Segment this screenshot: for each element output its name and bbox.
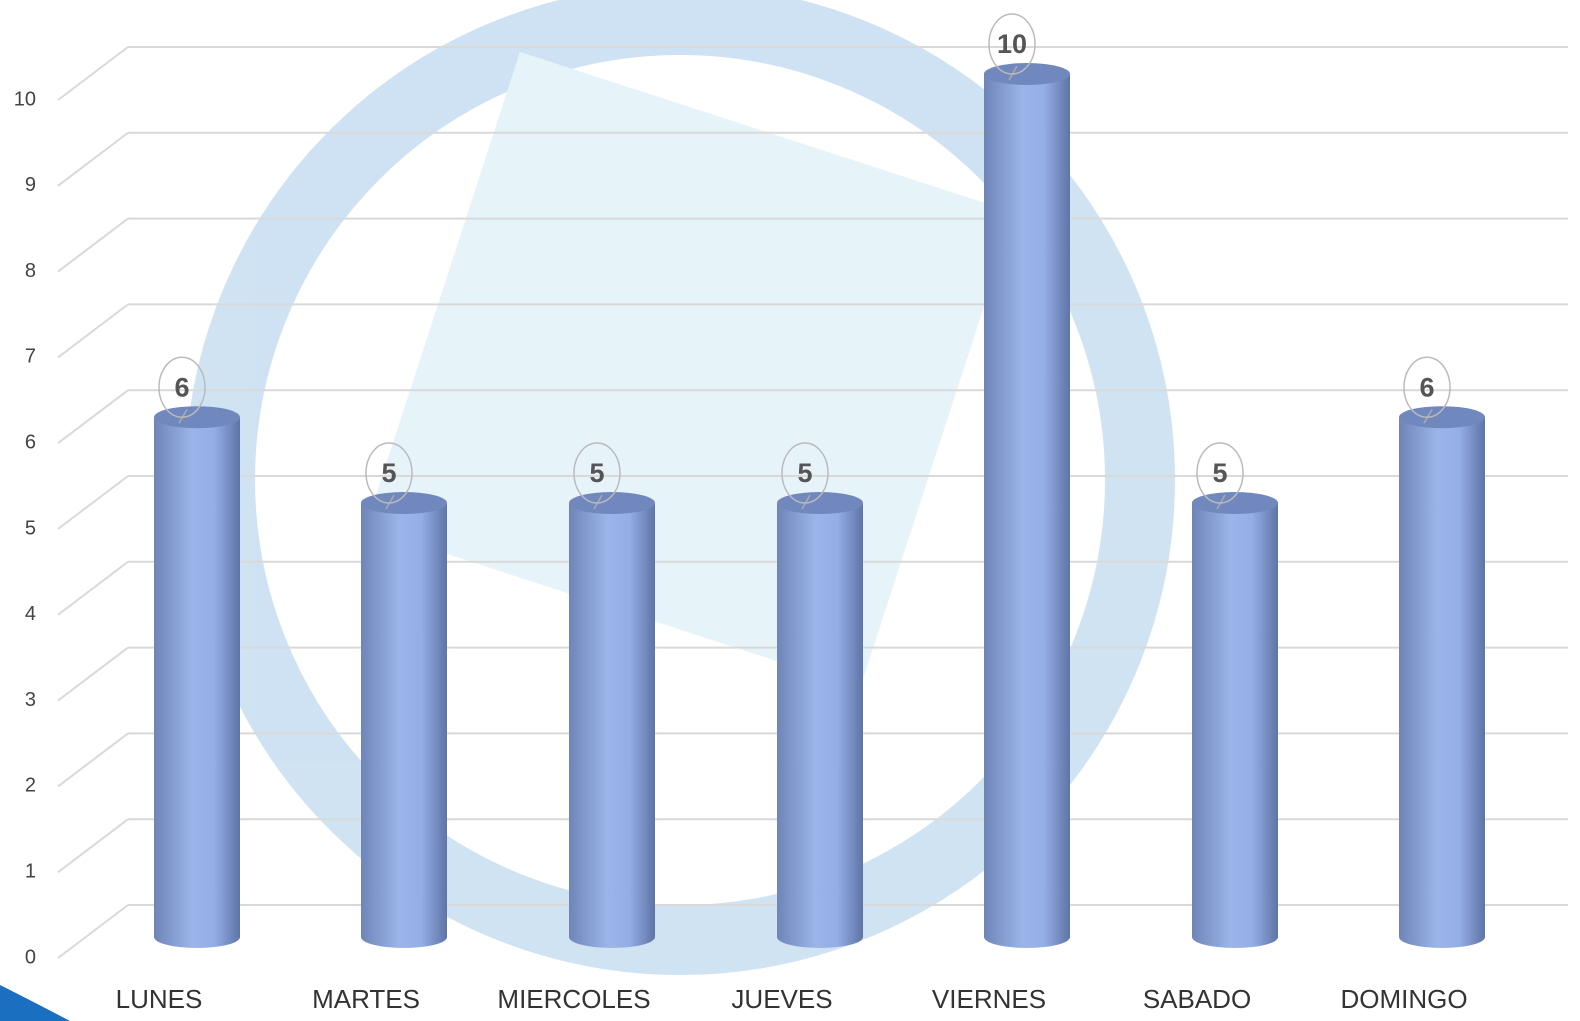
data-label: 5 — [589, 458, 604, 488]
x-tick-label: DOMINGO — [1340, 984, 1467, 1014]
label-leader — [1008, 65, 1018, 81]
bar-top — [777, 492, 863, 514]
bar-top — [1399, 406, 1485, 429]
grid-line-side — [57, 646, 129, 702]
y-tick-label: 7 — [25, 346, 36, 368]
x-tick-label: LUNES — [116, 984, 203, 1014]
label-callout — [781, 442, 829, 504]
y-tick-label: 8 — [25, 260, 36, 282]
y-tick-label: 1 — [25, 860, 36, 882]
label-callout — [1403, 356, 1451, 418]
y-tick-label: 3 — [25, 689, 36, 711]
bar-top — [1192, 492, 1278, 514]
y-tick-label: 5 — [25, 517, 36, 539]
label-callout — [158, 356, 206, 418]
bar — [777, 503, 863, 948]
label-leader — [178, 408, 188, 424]
bar — [1399, 417, 1485, 948]
x-tick-label: MIERCOLES — [497, 984, 650, 1014]
x-tick-label: SABADO — [1143, 984, 1251, 1014]
grid-line-side — [57, 132, 129, 187]
y-tick-label: 0 — [25, 946, 36, 968]
y-tick-label: 9 — [25, 174, 36, 196]
grid-line-side — [57, 303, 129, 359]
y-tick-label: 2 — [25, 775, 36, 797]
y-tick-label: 10 — [14, 88, 36, 110]
data-label: 5 — [1212, 458, 1227, 488]
data-label: 5 — [381, 458, 396, 488]
bar — [154, 417, 240, 948]
label-leader — [1216, 494, 1226, 510]
grid-line-side — [57, 217, 129, 273]
grid-line-side — [57, 818, 129, 873]
x-tick-label: MARTES — [312, 984, 420, 1014]
bar — [569, 503, 655, 948]
bar-top — [154, 406, 240, 429]
label-leader — [593, 494, 603, 510]
data-label: 6 — [174, 372, 189, 402]
grid-line-side — [57, 389, 129, 444]
x-tick-label: VIERNES — [932, 984, 1046, 1014]
label-callout — [988, 13, 1036, 75]
grid-line-side — [57, 732, 129, 788]
grid-line-side — [57, 475, 129, 530]
label-leader — [801, 494, 811, 510]
bar — [1192, 503, 1278, 948]
bar — [984, 74, 1070, 948]
grid-line-side — [57, 561, 129, 616]
y-tick-label: 6 — [25, 431, 36, 453]
label-callout — [365, 442, 413, 504]
label-callout — [1196, 442, 1244, 504]
x-tick-label: JUEVES — [731, 984, 832, 1014]
bar-top — [361, 492, 447, 514]
label-leader — [1423, 408, 1433, 424]
data-label: 10 — [997, 29, 1027, 59]
bar-top — [569, 492, 655, 514]
grid-line-side — [57, 904, 129, 959]
bar — [361, 503, 447, 948]
grid-line-side — [57, 46, 129, 101]
label-leader — [385, 494, 395, 510]
label-callout — [573, 442, 621, 504]
bar-top — [984, 63, 1070, 85]
corner-decoration — [0, 985, 70, 1021]
data-label: 6 — [1419, 372, 1434, 402]
y-tick-label: 4 — [25, 603, 36, 625]
data-label: 5 — [797, 458, 812, 488]
